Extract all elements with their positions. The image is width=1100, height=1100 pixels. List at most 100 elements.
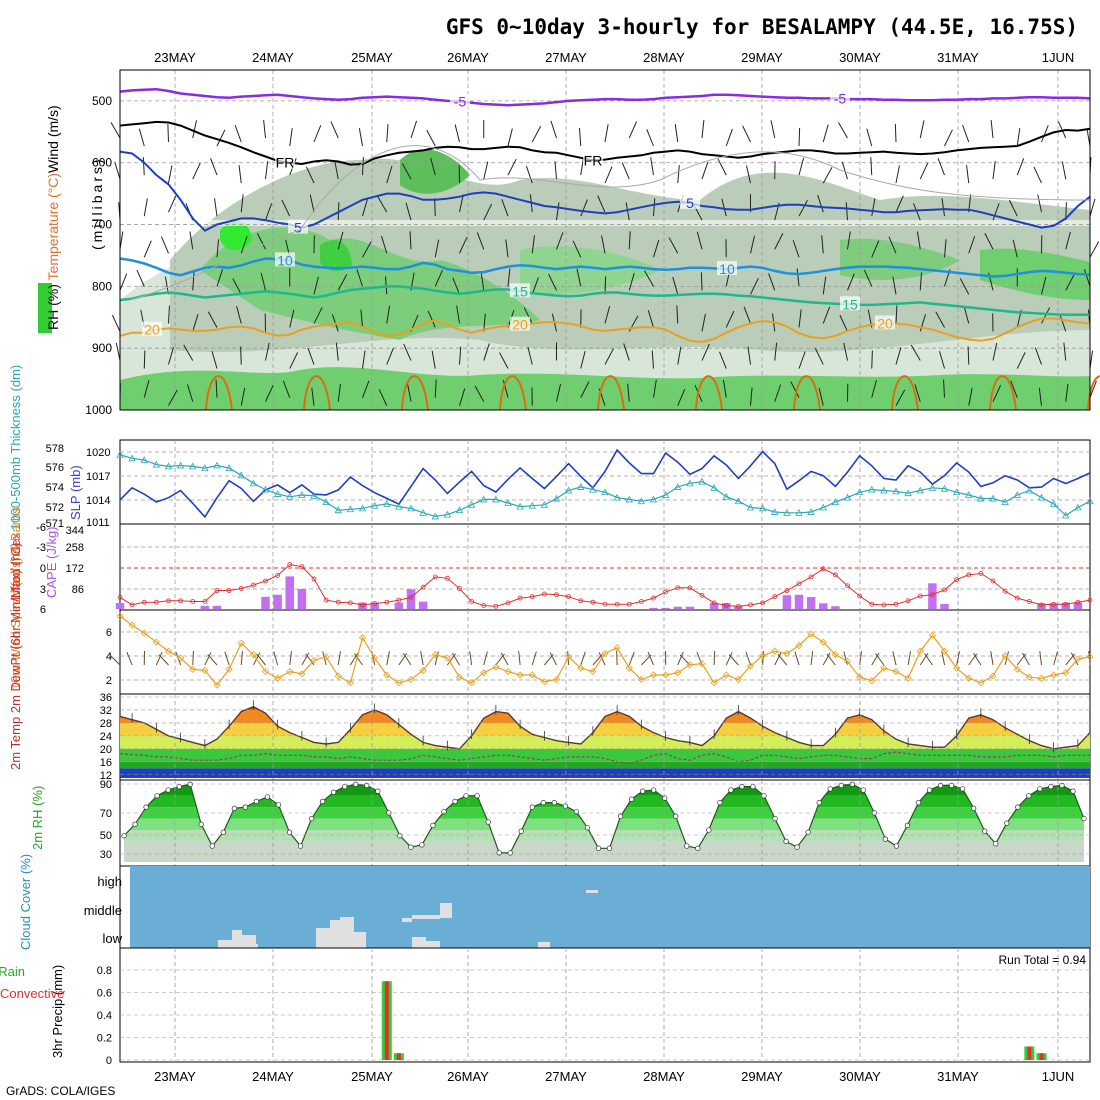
wind-speed-point bbox=[468, 679, 476, 687]
precip-run-total: Run Total = 0.94 bbox=[998, 953, 1086, 967]
wind-barb bbox=[168, 347, 174, 365]
wind-barb-10m bbox=[349, 652, 359, 666]
thickness-point bbox=[952, 488, 961, 496]
wind-speed-point bbox=[334, 672, 342, 680]
thickness-point bbox=[819, 503, 827, 511]
temp-band bbox=[120, 768, 1090, 778]
wind-barb-10m bbox=[354, 653, 363, 666]
temp-band bbox=[120, 735, 1090, 749]
rh-point bbox=[695, 845, 701, 851]
cloud-block bbox=[426, 941, 440, 948]
rh-point bbox=[419, 842, 425, 848]
wind-speed-point bbox=[662, 671, 670, 679]
upper-ylabel: RH (%) Temperature (°C)Wind (m/s) bbox=[45, 105, 61, 330]
cloud-block bbox=[232, 930, 242, 948]
wind-barb bbox=[653, 239, 660, 258]
thickness-point bbox=[407, 504, 415, 512]
thickness-point bbox=[1074, 503, 1082, 511]
wind-barb-10m bbox=[990, 651, 994, 666]
wind-barb bbox=[240, 236, 248, 254]
wind-speed-point bbox=[128, 621, 136, 629]
wind-barb bbox=[894, 123, 897, 143]
wind-barb bbox=[307, 347, 315, 365]
cape-bar bbox=[418, 601, 428, 609]
wind-barb bbox=[507, 158, 517, 176]
thickness-ylabel-text: 1000-500mb Thickness (dm) bbox=[8, 365, 23, 530]
wind-speed-point bbox=[880, 664, 888, 672]
rh-point bbox=[397, 833, 403, 839]
rh-point bbox=[860, 787, 866, 793]
wind-barb bbox=[1089, 198, 1096, 217]
li-point bbox=[735, 603, 741, 609]
wind-barb bbox=[1012, 239, 1018, 258]
wind-barb-10m bbox=[531, 651, 537, 666]
wind-barb bbox=[362, 198, 368, 217]
thickness-point bbox=[249, 479, 258, 487]
wind-barb bbox=[798, 351, 806, 369]
wind-speed-point bbox=[164, 647, 173, 655]
wind-barb bbox=[770, 120, 776, 139]
thickness-point bbox=[1013, 491, 1021, 498]
li-point bbox=[1026, 599, 1032, 604]
thickness-tick-label: 572 bbox=[46, 502, 64, 514]
wind-barb bbox=[483, 313, 486, 332]
cloud-level-label: high bbox=[97, 874, 122, 889]
thickness-point bbox=[965, 491, 973, 498]
rh-point bbox=[794, 844, 800, 850]
wind-barb bbox=[168, 195, 177, 213]
wind-barb bbox=[168, 389, 178, 406]
wind-speed-point bbox=[856, 673, 864, 681]
wind-barb bbox=[821, 235, 824, 254]
contour-label-temp_15: 15 bbox=[842, 296, 858, 312]
cape-bar bbox=[685, 606, 695, 609]
thickness-point bbox=[128, 454, 136, 462]
wind-barb bbox=[822, 124, 829, 143]
cape-bar bbox=[661, 607, 670, 609]
thickness-point bbox=[698, 477, 706, 485]
wind-barb bbox=[550, 120, 557, 139]
wind-barb bbox=[721, 198, 727, 217]
thickness-point bbox=[710, 483, 718, 491]
thickness-point bbox=[1086, 497, 1094, 505]
wind-barb bbox=[1016, 158, 1025, 176]
wind-speed-point bbox=[395, 679, 403, 687]
wind-barb-10m bbox=[398, 653, 408, 666]
li-point bbox=[845, 583, 850, 589]
li-point bbox=[675, 585, 681, 591]
wind-speed-point bbox=[177, 654, 185, 662]
wind-speed-point bbox=[1001, 652, 1009, 660]
wind-barb bbox=[798, 200, 808, 217]
wind-barb bbox=[847, 231, 851, 250]
wind-barb bbox=[215, 379, 218, 398]
rh-line bbox=[123, 783, 1085, 854]
li-point bbox=[287, 562, 293, 567]
wind-barb bbox=[531, 235, 535, 254]
rh-point bbox=[926, 787, 933, 793]
cape-bar bbox=[819, 603, 828, 609]
surface-temp-contour bbox=[989, 375, 1017, 411]
wind-barb bbox=[701, 161, 709, 180]
wind-barb bbox=[386, 305, 391, 324]
wind-barb bbox=[309, 194, 315, 213]
contour-label-bg bbox=[275, 252, 295, 267]
wind-barb bbox=[580, 381, 590, 398]
rh-point bbox=[253, 798, 260, 805]
slp-ylabel-text: SLP (mb) bbox=[68, 465, 83, 520]
wind-barb bbox=[601, 235, 606, 254]
wind-barb bbox=[356, 269, 363, 287]
upper-ytick-label: 1000 bbox=[85, 403, 112, 417]
thickness-point bbox=[855, 488, 864, 496]
wind-speed-point bbox=[928, 631, 936, 639]
wind-barb bbox=[210, 158, 218, 176]
cloud-block bbox=[402, 918, 412, 922]
chart-title: GFS 0~10day 3-hourly for BESALAMPY (44.5… bbox=[446, 15, 1078, 39]
upper-ylabel-part: Temperature (°C) bbox=[45, 173, 61, 284]
wind-barb bbox=[454, 124, 460, 143]
wind-barb-10m bbox=[518, 651, 521, 666]
precip-tick-label: 0.4 bbox=[97, 1010, 112, 1022]
wind-barb bbox=[330, 121, 339, 139]
wind-barb-10m bbox=[677, 651, 684, 666]
wind-speed-point bbox=[371, 654, 379, 662]
wind-barb bbox=[967, 346, 970, 365]
cloud-block bbox=[412, 915, 440, 919]
